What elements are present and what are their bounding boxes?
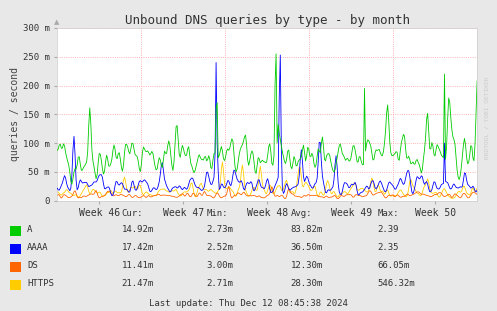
Text: RRDTOOL / TOBI OETIKER: RRDTOOL / TOBI OETIKER xyxy=(485,77,490,160)
Text: 2.35: 2.35 xyxy=(378,243,399,252)
Text: Cur:: Cur: xyxy=(122,209,143,218)
Text: 2.39: 2.39 xyxy=(378,225,399,234)
Text: 11.41m: 11.41m xyxy=(122,261,154,270)
Title: Unbound DNS queries by type - by month: Unbound DNS queries by type - by month xyxy=(125,14,410,27)
Text: Max:: Max: xyxy=(378,209,399,218)
Text: Last update: Thu Dec 12 08:45:38 2024: Last update: Thu Dec 12 08:45:38 2024 xyxy=(149,299,348,308)
Text: Min:: Min: xyxy=(206,209,228,218)
Text: 2.52m: 2.52m xyxy=(206,243,233,252)
Text: 17.42m: 17.42m xyxy=(122,243,154,252)
Text: 546.32m: 546.32m xyxy=(378,279,415,288)
Text: 83.82m: 83.82m xyxy=(291,225,323,234)
Text: 3.00m: 3.00m xyxy=(206,261,233,270)
Text: 12.30m: 12.30m xyxy=(291,261,323,270)
Text: 36.50m: 36.50m xyxy=(291,243,323,252)
Text: 66.05m: 66.05m xyxy=(378,261,410,270)
Text: 21.47m: 21.47m xyxy=(122,279,154,288)
Text: 14.92m: 14.92m xyxy=(122,225,154,234)
Text: A: A xyxy=(27,225,33,234)
Text: AAAA: AAAA xyxy=(27,243,49,252)
Text: 28.30m: 28.30m xyxy=(291,279,323,288)
Text: 2.71m: 2.71m xyxy=(206,279,233,288)
Text: HTTPS: HTTPS xyxy=(27,279,54,288)
Text: DS: DS xyxy=(27,261,38,270)
Text: Avg:: Avg: xyxy=(291,209,312,218)
Text: ▲: ▲ xyxy=(54,19,60,25)
Text: 2.73m: 2.73m xyxy=(206,225,233,234)
Y-axis label: queries / second: queries / second xyxy=(10,67,20,161)
